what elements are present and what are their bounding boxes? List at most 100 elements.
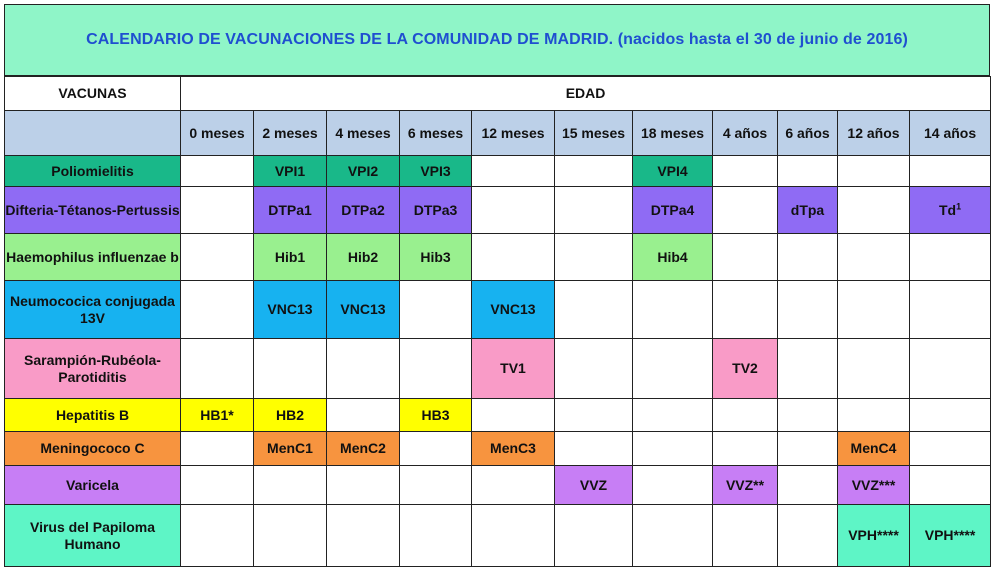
dose-cell: VVZ*** bbox=[837, 465, 910, 505]
dose-cell: dTpa bbox=[777, 186, 838, 234]
dose-label: DTPa2 bbox=[341, 201, 385, 218]
dose-cell: VPH**** bbox=[908, 504, 992, 567]
dose-cell: VPI4 bbox=[632, 155, 713, 187]
dose-cell bbox=[777, 338, 838, 399]
vaccine-name-label: Difteria-Tétanos-Pertussis bbox=[5, 201, 180, 218]
dose-cell: VPI2 bbox=[326, 155, 400, 187]
dose-cell: VNC13 bbox=[253, 280, 327, 339]
dose-cell bbox=[908, 338, 992, 399]
dose-label: HB1* bbox=[200, 406, 234, 423]
dose-cell: MenC3 bbox=[471, 431, 555, 466]
dose-cell bbox=[554, 233, 633, 281]
vaccine-row: Meningococo C MenC1 MenC2 MenC3 MenC4 bbox=[4, 431, 992, 466]
dose-cell bbox=[471, 465, 555, 505]
vaccine-row: Varicela VVZ VVZ** VVZ*** bbox=[4, 465, 992, 505]
vaccine-name-label: Varicela bbox=[66, 476, 119, 493]
dose-cell: HB3 bbox=[399, 398, 472, 432]
dose-cell bbox=[777, 465, 838, 505]
vaccine-name-label: Sarampión-Rubéola-Parotiditis bbox=[24, 351, 161, 385]
vaccine-name-label: Neumococica conjugada 13V bbox=[10, 292, 175, 326]
dose-cell bbox=[837, 186, 910, 234]
dose-cell: MenC1 bbox=[253, 431, 327, 466]
dose-cell: DTPa4 bbox=[632, 186, 713, 234]
dose-cell: HB1* bbox=[180, 398, 254, 432]
dose-label: MenC1 bbox=[267, 440, 313, 456]
vaccine-name: Poliomielitis bbox=[4, 155, 181, 187]
vaccine-name-label: Haemophilus influenzae b bbox=[6, 248, 179, 265]
dose-label: VNC13 bbox=[340, 301, 386, 317]
dose-label: MenC2 bbox=[340, 440, 386, 456]
dose-cell: VPH**** bbox=[837, 504, 910, 567]
ages-row: 0 meses 2 meses 4 meses 6 meses 12 meses 15 m… bbox=[4, 110, 992, 156]
dose-cell bbox=[471, 504, 555, 567]
age-header-7: 4 años bbox=[712, 110, 778, 156]
age-header-2: 4 meses bbox=[326, 110, 400, 156]
dose-cell bbox=[908, 155, 992, 187]
vaccination-calendar: CALENDARIO DE VACUNACIONES DE LA COMUNID… bbox=[4, 4, 992, 574]
dose-cell bbox=[777, 233, 838, 281]
dose-cell: TV1 bbox=[471, 338, 555, 399]
vaccine-row: Haemophilus influenzae b Hib1 Hib2 Hib3 Hib4 bbox=[4, 233, 992, 281]
dose-cell bbox=[632, 465, 713, 505]
dose-cell bbox=[632, 338, 713, 399]
dose-cell bbox=[554, 280, 633, 339]
edad-header: EDAD bbox=[179, 76, 992, 111]
dose-cell bbox=[632, 398, 713, 432]
dose-cell bbox=[471, 155, 555, 187]
dose-cell: VPI1 bbox=[253, 155, 327, 187]
dose-cell bbox=[554, 155, 633, 187]
age-header-0: 0 meses bbox=[180, 110, 254, 156]
dose-cell bbox=[554, 431, 633, 466]
dose-cell: DTPa2 bbox=[326, 186, 400, 234]
age-header-6: 18 meses bbox=[632, 110, 713, 156]
age-header-4: 12 meses bbox=[471, 110, 555, 156]
vaccine-name: Haemophilus influenzae b bbox=[4, 233, 181, 281]
dose-cell bbox=[837, 233, 910, 281]
age-header-5: 15 meses bbox=[554, 110, 633, 156]
dose-cell bbox=[326, 398, 400, 432]
vaccine-row: Sarampión-Rubéola-Parotiditis TV1 TV2 bbox=[4, 338, 992, 399]
dose-cell bbox=[712, 186, 778, 234]
dose-cell bbox=[399, 431, 472, 466]
dose-cell bbox=[712, 431, 778, 466]
dose-cell bbox=[777, 431, 838, 466]
dose-label: VPI3 bbox=[420, 162, 451, 179]
dose-cell bbox=[253, 338, 327, 399]
dose-cell bbox=[837, 398, 910, 432]
dose-cell bbox=[554, 338, 633, 399]
dose-cell bbox=[253, 504, 327, 567]
dose-label: HB2 bbox=[275, 406, 304, 423]
dose-cell bbox=[777, 398, 838, 432]
dose-cell bbox=[712, 504, 778, 567]
dose-label: TV1 bbox=[500, 360, 526, 376]
dose-label: VNC13 bbox=[267, 301, 313, 317]
dose-label: VVZ*** bbox=[851, 476, 896, 493]
dose-label: VPH**** bbox=[924, 527, 976, 543]
dose-cell: Hib1 bbox=[253, 233, 327, 281]
dose-cell bbox=[632, 504, 713, 567]
vaccine-name: Sarampión-Rubéola-Parotiditis bbox=[4, 338, 181, 399]
vaccine-row: Hepatitis B HB1* HB2 HB3 bbox=[4, 398, 992, 432]
vaccine-name-label: Poliomielitis bbox=[51, 162, 134, 179]
dose-cell bbox=[908, 280, 992, 339]
dose-label: Hib3 bbox=[420, 248, 451, 265]
dose-cell bbox=[632, 280, 713, 339]
dose-cell bbox=[180, 338, 254, 399]
dose-cell bbox=[326, 338, 400, 399]
dose-cell bbox=[712, 280, 778, 339]
age-header-1: 2 meses bbox=[253, 110, 327, 156]
dose-cell bbox=[326, 504, 400, 567]
dose-cell: DTPa1 bbox=[253, 186, 327, 234]
dose-label: Hib4 bbox=[657, 248, 688, 265]
dose-label: DTPa3 bbox=[413, 201, 458, 218]
dose-cell: VVZ** bbox=[712, 465, 778, 505]
dose-cell: MenC2 bbox=[326, 431, 400, 466]
dose-cell: Hib2 bbox=[326, 233, 400, 281]
vaccine-name: Meningococo C bbox=[4, 431, 181, 466]
dose-cell bbox=[777, 155, 838, 187]
ages-blank-cell bbox=[4, 110, 181, 156]
dose-label: VVZ** bbox=[725, 476, 765, 493]
vaccine-row: Difteria-Tétanos-Pertussis DTPa1 DTPa2 DTPa… bbox=[4, 186, 992, 234]
dose-label: TV2 bbox=[732, 360, 758, 376]
dose-cell bbox=[908, 398, 992, 432]
